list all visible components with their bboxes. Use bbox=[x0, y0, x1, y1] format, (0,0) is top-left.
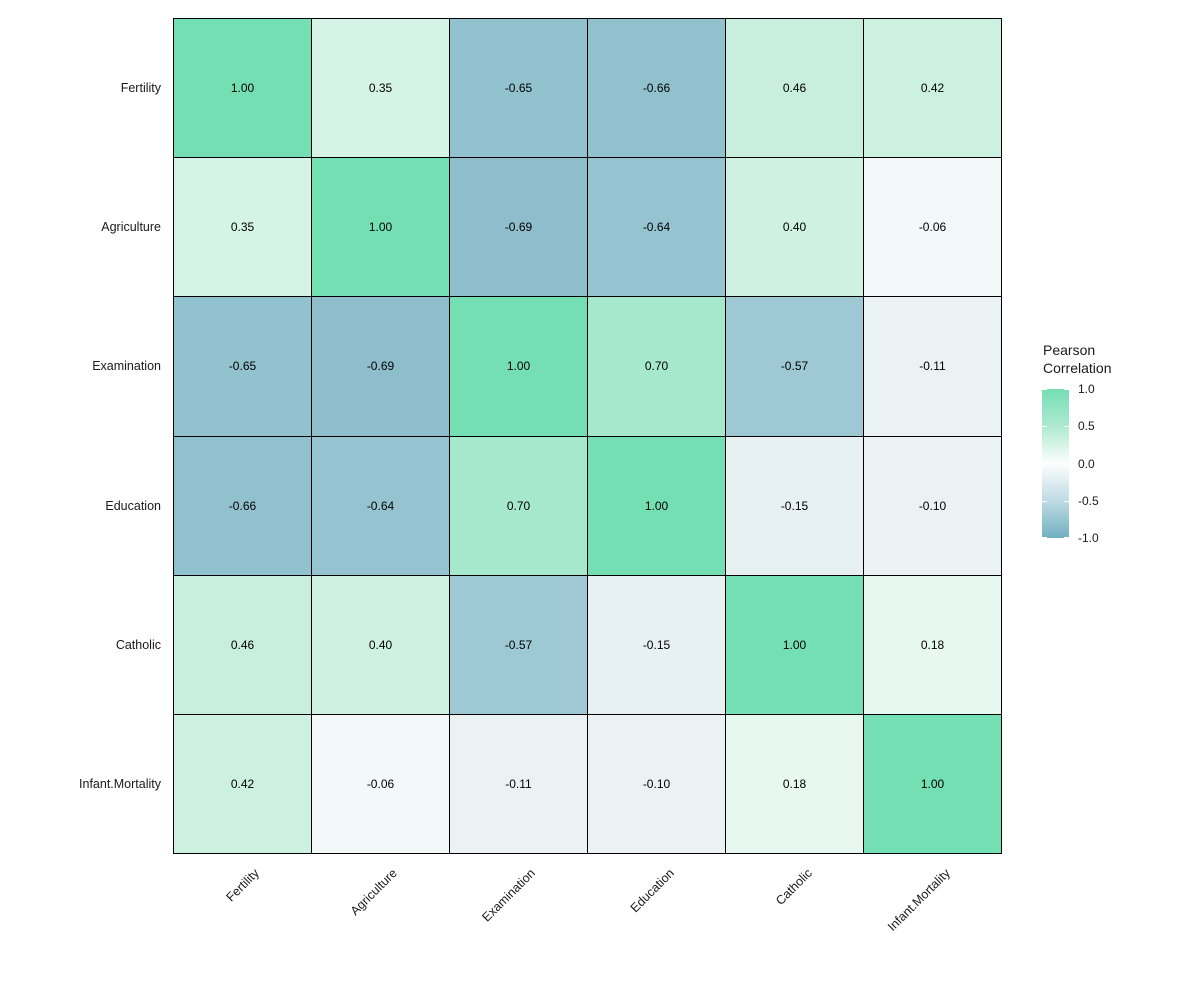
heatmap-cell: -0.06 bbox=[312, 714, 450, 854]
x-axis-label: Agriculture bbox=[348, 866, 401, 919]
x-axis-label: Fertility bbox=[223, 866, 262, 905]
legend-tickmark bbox=[1042, 500, 1047, 502]
legend-tick-label: 1.0 bbox=[1078, 382, 1095, 396]
heatmap-cell: -0.10 bbox=[588, 714, 726, 854]
heatmap-cell: 0.40 bbox=[726, 158, 864, 298]
x-axis-label: Education bbox=[627, 866, 677, 916]
heatmap-cell: -0.57 bbox=[450, 575, 588, 715]
y-axis-label: Catholic bbox=[115, 638, 161, 652]
legend-tickmark bbox=[1064, 500, 1069, 502]
heatmap-cell: -0.15 bbox=[588, 575, 726, 715]
heatmap-cell: -0.69 bbox=[450, 158, 588, 298]
legend-title: Pearson Correlation bbox=[1043, 342, 1112, 376]
correlation-heatmap-plot: 1.00 0.35 -0.65 -0.66 0.46 0.42 0.35 1.00 -0.69-… bbox=[79, 18, 1112, 934]
heatmap-cell: 0.70 bbox=[450, 436, 588, 576]
y-axis-label: Agriculture bbox=[101, 220, 161, 234]
y-axis-label: Infant.Mortality bbox=[79, 777, 161, 792]
legend-tickmark bbox=[1042, 537, 1047, 538]
heatmap-cell: -0.10 bbox=[864, 436, 1002, 576]
heatmap-cell: 0.70 bbox=[588, 297, 726, 437]
legend-tickmark bbox=[1064, 426, 1069, 428]
heatmap-cell: 0.35 bbox=[312, 19, 450, 159]
legend-tickmark bbox=[1064, 389, 1069, 390]
heatmap-cell: 1.00 bbox=[174, 19, 312, 159]
x-axis-label: Examination bbox=[479, 866, 539, 925]
legend-tickmark bbox=[1042, 426, 1047, 428]
legend-tick-label: -1.0 bbox=[1078, 531, 1099, 545]
heatmap-cell: -0.65 bbox=[450, 19, 588, 159]
heatmap-cell: 0.18 bbox=[864, 575, 1002, 715]
x-axis-label: Infant.Mortality bbox=[884, 866, 953, 934]
heatmap-cell: 1.00 bbox=[588, 436, 726, 576]
heatmap-grid: 1.00 0.35 -0.65 -0.66 0.46 0.42 0.35 1.00 -0.69-… bbox=[173, 18, 1002, 854]
heatmap-cell: -0.06 bbox=[864, 158, 1002, 298]
y-axis-label: Education bbox=[105, 498, 161, 513]
legend-tickmark bbox=[1042, 463, 1047, 465]
x-axis-label: Catholic bbox=[772, 866, 815, 908]
heatmap-cell: -0.64 bbox=[588, 158, 726, 298]
y-axis-label: Fertility bbox=[120, 80, 161, 95]
y-axis-label: Examination bbox=[92, 359, 161, 374]
heatmap-cell: -0.69 bbox=[312, 297, 450, 437]
heatmap-cell: 1.00 bbox=[450, 297, 588, 437]
heatmap-cell: -0.15 bbox=[726, 436, 864, 576]
heatmap-cell: -0.11 bbox=[450, 714, 588, 854]
heatmap-cell: 0.42 bbox=[174, 714, 312, 854]
heatmap-cell: -0.66 bbox=[174, 436, 312, 576]
heatmap-cell: -0.66 bbox=[588, 19, 726, 159]
heatmap-cell: -0.57 bbox=[726, 297, 864, 437]
heatmap-cell: 0.18 bbox=[726, 714, 864, 854]
heatmap-cell: -0.64 bbox=[312, 436, 450, 576]
heatmap-cell: 0.46 bbox=[726, 19, 864, 159]
heatmap-cell: 1.00 bbox=[312, 158, 450, 298]
heatmap-cell: 0.35 bbox=[174, 158, 312, 298]
heatmap-cell: 0.42 bbox=[864, 19, 1002, 159]
heatmap-cell: -0.11 bbox=[864, 297, 1002, 437]
heatmap-cell: 0.46 bbox=[174, 575, 312, 715]
legend-tickmark bbox=[1042, 389, 1047, 390]
heatmap-cell: 1.00 bbox=[726, 575, 864, 715]
legend-tickmark bbox=[1064, 537, 1069, 538]
legend-tick-label: 0.0 bbox=[1078, 456, 1095, 471]
legend-tickmark bbox=[1064, 463, 1069, 465]
heatmap-cell: 1.00 bbox=[864, 714, 1002, 854]
heatmap-cell: -0.65 bbox=[174, 297, 312, 437]
heatmap-cell: 0.40 bbox=[312, 575, 450, 715]
legend-tick-label: -0.5 bbox=[1078, 493, 1099, 508]
legend-tick-label: 0.5 bbox=[1078, 419, 1095, 434]
